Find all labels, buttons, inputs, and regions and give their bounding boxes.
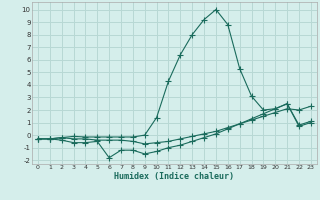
X-axis label: Humidex (Indice chaleur): Humidex (Indice chaleur) <box>115 172 234 181</box>
